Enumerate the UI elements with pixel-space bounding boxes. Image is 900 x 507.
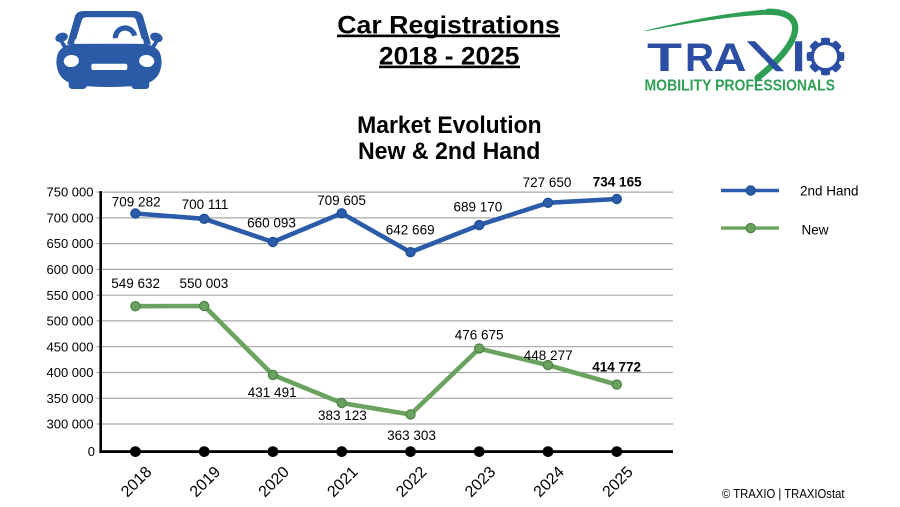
svg-text:727 650: 727 650	[523, 175, 572, 190]
svg-text:448 277: 448 277	[524, 348, 573, 363]
svg-text:642 669: 642 669	[386, 223, 435, 238]
svg-text:689 170: 689 170	[453, 199, 502, 214]
svg-text:New & 2nd Hand: New & 2nd Hand	[358, 138, 541, 165]
svg-text:550 000: 550 000	[47, 288, 94, 303]
svg-text:T: T	[647, 36, 682, 80]
svg-text:660 093: 660 093	[247, 215, 296, 230]
svg-text:2nd Hand: 2nd Hand	[800, 183, 859, 198]
svg-text:Market Evolution: Market Evolution	[357, 112, 542, 139]
svg-text:350 000: 350 000	[47, 391, 94, 406]
svg-text:450 000: 450 000	[47, 339, 94, 354]
svg-text:New: New	[802, 222, 829, 237]
svg-text:709 605: 709 605	[317, 193, 366, 208]
svg-text:A: A	[714, 36, 747, 80]
svg-text:400 000: 400 000	[47, 365, 94, 380]
svg-text:500 000: 500 000	[47, 314, 94, 329]
svg-text:550 003: 550 003	[179, 276, 228, 291]
svg-text:383 123: 383 123	[318, 408, 367, 423]
svg-text:549 632: 549 632	[111, 276, 160, 291]
svg-text:734 165: 734 165	[593, 174, 642, 189]
svg-text:709 282: 709 282	[112, 195, 161, 210]
svg-text:© TRAXIO | TRAXIOstat: © TRAXIO | TRAXIOstat	[722, 487, 845, 501]
svg-text:R: R	[685, 36, 714, 80]
svg-text:431 491: 431 491	[248, 385, 297, 400]
svg-text:414 772: 414 772	[592, 359, 641, 374]
svg-text:650 000: 650 000	[47, 236, 94, 251]
svg-text:600 000: 600 000	[47, 262, 94, 277]
svg-text:750 000: 750 000	[47, 185, 94, 200]
svg-text:MOBILITY PROFESSIONALS: MOBILITY PROFESSIONALS	[645, 77, 836, 94]
svg-text:0: 0	[88, 444, 95, 459]
svg-text:700 111: 700 111	[182, 197, 229, 212]
svg-text:300 000: 300 000	[47, 417, 94, 432]
svg-text:700 000: 700 000	[47, 211, 94, 226]
svg-text:363 303: 363 303	[387, 428, 436, 443]
svg-text:476 675: 476 675	[455, 328, 504, 343]
